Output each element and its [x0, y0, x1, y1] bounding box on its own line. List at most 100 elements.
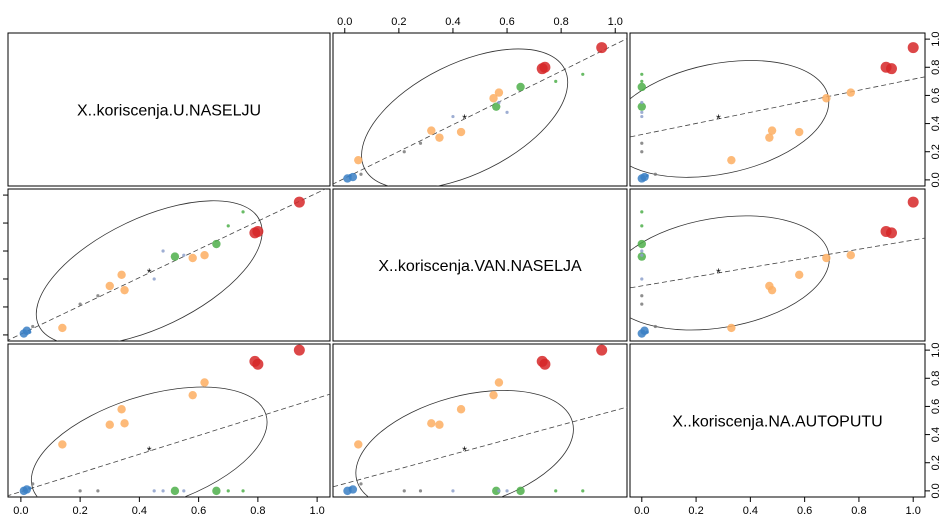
y-tick-label: 0.0 — [0, 327, 3, 342]
panel-r1-c2: * — [629, 188, 926, 342]
data-point — [28, 486, 32, 490]
panel-r1-c1: X..koriscenja.VAN.NASELJA — [332, 188, 628, 342]
data-point — [78, 489, 82, 493]
data-point — [727, 155, 736, 165]
x-tick-label: 0.2 — [391, 16, 406, 28]
regression-line — [8, 189, 327, 341]
data-point — [456, 405, 466, 414]
data-point — [640, 253, 644, 257]
data-point — [581, 489, 585, 493]
variable-label: X..koriscenja.VAN.NASELJA — [378, 258, 582, 275]
data-point — [19, 329, 29, 338]
data-point — [105, 281, 114, 291]
data-point — [354, 440, 363, 449]
data-point — [637, 174, 646, 183]
x-tick-label: 1.0 — [309, 505, 324, 517]
data-point — [492, 102, 501, 111]
regression-line — [630, 237, 925, 289]
data-point — [435, 133, 444, 142]
data-point — [120, 285, 129, 295]
data-point — [117, 270, 126, 279]
x-tick-label: 0.4 — [743, 505, 758, 517]
confidence-ellipse — [30, 386, 268, 497]
y-tick-label: 0.0 — [930, 172, 942, 187]
x-tick-label: 0.0 — [337, 16, 352, 28]
data-point — [795, 270, 804, 279]
data-point — [640, 114, 644, 119]
confidence-ellipse — [35, 200, 263, 341]
x-tick-label: 0.4 — [132, 505, 147, 517]
y-tick-label: 1.0 — [930, 31, 942, 46]
data-point — [596, 42, 608, 54]
mean-marker: * — [462, 444, 467, 458]
data-point — [31, 324, 35, 329]
data-point — [494, 88, 504, 97]
x-tick-label: 0.8 — [250, 505, 265, 517]
mean-marker: * — [462, 112, 467, 126]
data-point — [200, 251, 209, 260]
data-point — [78, 302, 82, 306]
data-point — [161, 489, 165, 493]
data-point — [418, 141, 423, 145]
data-point — [637, 102, 646, 111]
data-point — [596, 344, 608, 356]
data-point — [354, 155, 363, 165]
data-point — [451, 489, 455, 493]
variable-label: X..koriscenja.NA.AUTOPUTU — [672, 414, 882, 431]
data-point — [348, 486, 352, 490]
data-point — [640, 210, 644, 214]
x-tick-label: 0.2 — [688, 505, 703, 517]
y-tick-label: 1.0 — [0, 187, 3, 202]
data-point — [427, 126, 436, 135]
y-tick-label: 0.2 — [0, 299, 3, 314]
x-tick-label: 0.8 — [553, 16, 568, 28]
data-point — [96, 489, 100, 493]
data-point — [505, 489, 509, 493]
data-point — [516, 82, 525, 92]
data-point — [212, 486, 221, 496]
data-point — [489, 94, 498, 103]
x-tick-label: 0.0 — [634, 505, 649, 517]
x-tick-label: 0.2 — [72, 505, 87, 517]
data-point — [188, 390, 197, 400]
data-point — [497, 489, 501, 493]
confidence-ellipse — [361, 48, 569, 186]
data-point — [907, 42, 919, 54]
data-point — [182, 489, 186, 493]
variable-label: X..koriscenja.U.NASELJU — [77, 103, 261, 120]
panel-frame — [629, 32, 926, 187]
data-point — [846, 88, 855, 97]
x-tick-label: 1.0 — [906, 505, 921, 517]
y-tick-label: 0.4 — [0, 271, 3, 286]
data-point — [640, 150, 644, 154]
data-point — [554, 489, 558, 493]
data-point — [539, 358, 551, 370]
panel-frame — [332, 188, 628, 342]
x-tick-label: 0.4 — [445, 16, 460, 28]
data-point — [31, 482, 35, 486]
panel-frame — [332, 32, 628, 187]
x-tick-label: 0.6 — [499, 16, 514, 28]
data-point — [640, 110, 644, 114]
data-point — [252, 358, 264, 370]
data-point — [640, 72, 644, 76]
data-point — [402, 489, 406, 493]
data-point — [767, 126, 777, 135]
data-point — [637, 82, 646, 92]
x-tick-label: 0.8 — [851, 505, 866, 517]
data-point — [492, 486, 501, 496]
mean-marker: * — [147, 444, 152, 458]
regression-line — [333, 406, 627, 488]
panel-frame — [7, 32, 331, 187]
data-point — [640, 277, 644, 281]
data-point — [182, 253, 186, 257]
data-point — [19, 486, 29, 496]
panel-r2-c2: X..koriscenja.NA.AUTOPUTU — [629, 343, 926, 498]
data-point — [554, 79, 558, 83]
panel-r1-c0: * — [7, 188, 331, 342]
data-point — [640, 249, 644, 253]
data-point — [640, 294, 644, 298]
data-point — [880, 225, 892, 237]
x-tick-label: 1.0 — [608, 16, 623, 28]
